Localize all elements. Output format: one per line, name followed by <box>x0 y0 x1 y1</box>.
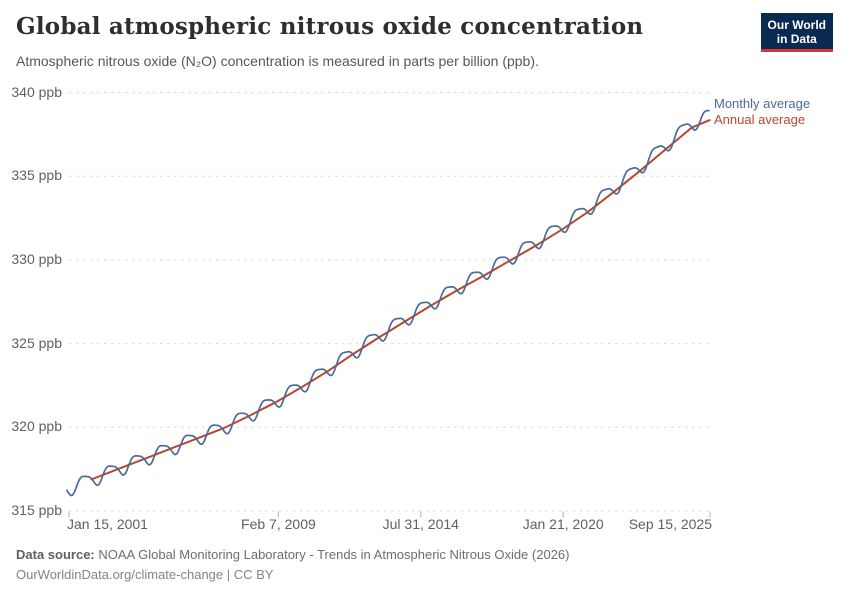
chart-subtitle: Atmospheric nitrous oxide (N₂O) concentr… <box>16 53 539 69</box>
chart-title: Global atmospheric nitrous oxide concent… <box>16 13 644 40</box>
data-source-label: Data source: <box>16 547 95 562</box>
y-axis-label: 330 ppb <box>11 250 62 267</box>
data-source-text: NOAA Global Monitoring Laboratory - Tren… <box>98 547 570 562</box>
legend-annual-average[interactable]: Annual average <box>714 112 806 127</box>
y-axis-label: 320 ppb <box>11 418 62 435</box>
x-axis-label: Sep 15, 2025 <box>628 516 712 532</box>
owid-logo-line2: in Data <box>776 32 817 46</box>
legend-monthly-average[interactable]: Monthly average <box>714 96 811 111</box>
data-source-line: Data source: NOAA Global Monitoring Labo… <box>16 545 569 565</box>
chart-footer: Data source: NOAA Global Monitoring Labo… <box>16 545 569 585</box>
x-axis-label: Jul 31, 2014 <box>382 516 459 532</box>
annual-average-line[interactable] <box>90 119 711 481</box>
license-link[interactable]: OurWorldinData.org/climate-change | CC B… <box>16 567 274 582</box>
y-axis-label: 325 ppb <box>11 334 62 351</box>
monthly-average-line[interactable] <box>66 109 710 497</box>
y-axis-label: 340 ppb <box>11 83 62 100</box>
y-axis-label: 335 ppb <box>11 167 62 184</box>
x-axis-label: Jan 21, 2020 <box>522 516 604 532</box>
x-axis-label: Jan 15, 2001 <box>67 516 148 532</box>
owid-logo[interactable]: Our World in Data <box>760 13 833 52</box>
y-axis-label: 315 ppb <box>11 502 62 518</box>
owid-logo-line1: Our World <box>767 18 826 32</box>
x-axis-label: Feb 7, 2009 <box>241 516 316 532</box>
